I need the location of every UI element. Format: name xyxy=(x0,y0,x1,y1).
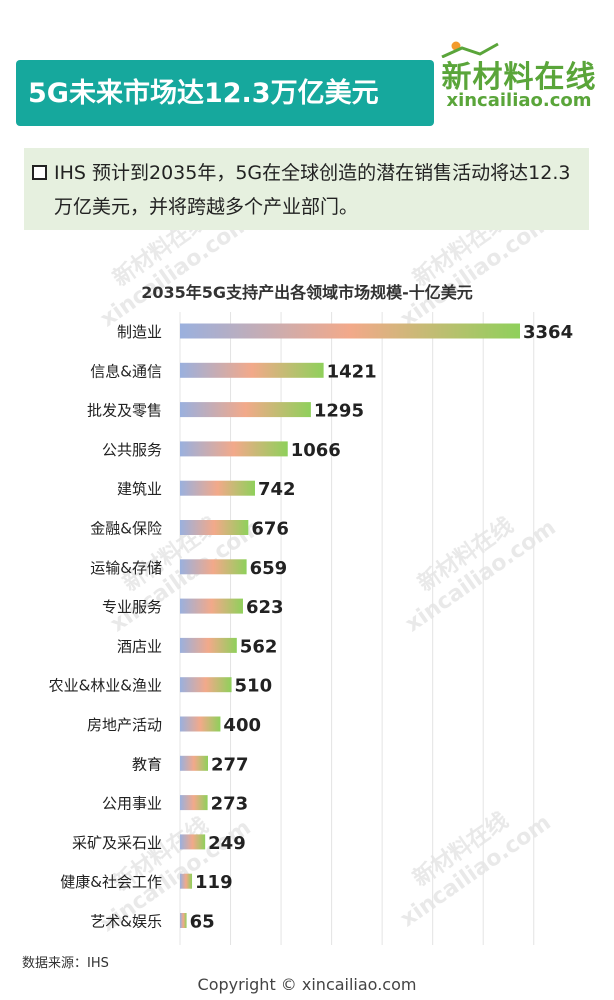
data-source: 数据来源：IHS xyxy=(22,956,109,971)
bar xyxy=(180,637,237,653)
category-label: 农业&林业&渔业 xyxy=(49,677,162,695)
bar xyxy=(180,677,232,693)
category-label: 教育 xyxy=(132,755,162,773)
data-label: 1066 xyxy=(291,440,341,461)
data-label: 400 xyxy=(223,715,261,736)
category-label: 健康&社会工作 xyxy=(60,873,162,891)
bar xyxy=(180,323,520,339)
title-banner xyxy=(16,60,434,126)
bar xyxy=(180,559,247,575)
category-label: 公共服务 xyxy=(102,441,162,459)
bar xyxy=(180,598,243,614)
bar xyxy=(180,520,249,535)
data-label: 510 xyxy=(235,676,273,697)
bar xyxy=(180,834,206,850)
category-label: 酒店业 xyxy=(117,637,162,655)
data-label: 277 xyxy=(211,754,249,775)
data-label: 676 xyxy=(251,519,289,540)
bar xyxy=(180,716,221,732)
bar xyxy=(180,480,255,496)
data-label: 1421 xyxy=(327,361,377,382)
bar xyxy=(180,873,193,889)
category-label: 信息&通信 xyxy=(90,362,162,380)
copyright: Copyright © xincailiao.com xyxy=(197,975,417,994)
data-label: 659 xyxy=(250,558,288,579)
logo-roof-icon xyxy=(441,41,499,58)
category-label: 运输&存储 xyxy=(90,559,162,577)
logo-text-cn: 新材料在线 xyxy=(441,60,597,95)
data-label: 742 xyxy=(258,479,296,500)
note-box xyxy=(24,148,589,230)
bar xyxy=(180,755,208,771)
category-label: 批发及零售 xyxy=(87,402,162,420)
data-label: 3364 xyxy=(523,322,573,343)
bar xyxy=(180,402,311,418)
data-label: 562 xyxy=(240,636,278,657)
category-label: 房地产活动 xyxy=(87,716,162,734)
logo-text-en: xincailiao.com xyxy=(446,90,592,111)
category-label: 建筑业 xyxy=(117,480,162,498)
bullet-square-icon xyxy=(32,165,47,180)
bar xyxy=(180,913,187,928)
note-text: IHS 预计到2035年，5G在全球创造的潜在销售活动将达12.3万亿美元，并将… xyxy=(54,162,571,218)
chart-title: 2035年5G支持产出各领域市场规模-十亿美元 xyxy=(141,283,473,302)
category-label: 专业服务 xyxy=(102,598,162,616)
data-label: 1295 xyxy=(314,401,364,422)
data-label: 623 xyxy=(246,597,284,618)
data-label: 249 xyxy=(208,833,246,854)
data-label: 273 xyxy=(211,794,249,815)
site-logo: 新材料在线 xincailiao.com xyxy=(434,40,604,115)
category-label: 金融&保险 xyxy=(90,520,162,538)
page-title: 5G未来市场达12.3万亿美元 xyxy=(28,78,379,109)
category-label: 制造业 xyxy=(117,323,162,341)
data-label: 119 xyxy=(195,872,233,893)
category-label: 采矿及采石业 xyxy=(72,834,162,852)
bar xyxy=(180,795,208,811)
category-label: 公用事业 xyxy=(102,795,162,813)
data-label: 65 xyxy=(190,912,215,933)
bar xyxy=(180,441,288,457)
category-label: 艺术&娱乐 xyxy=(90,913,162,931)
bar xyxy=(180,362,324,378)
